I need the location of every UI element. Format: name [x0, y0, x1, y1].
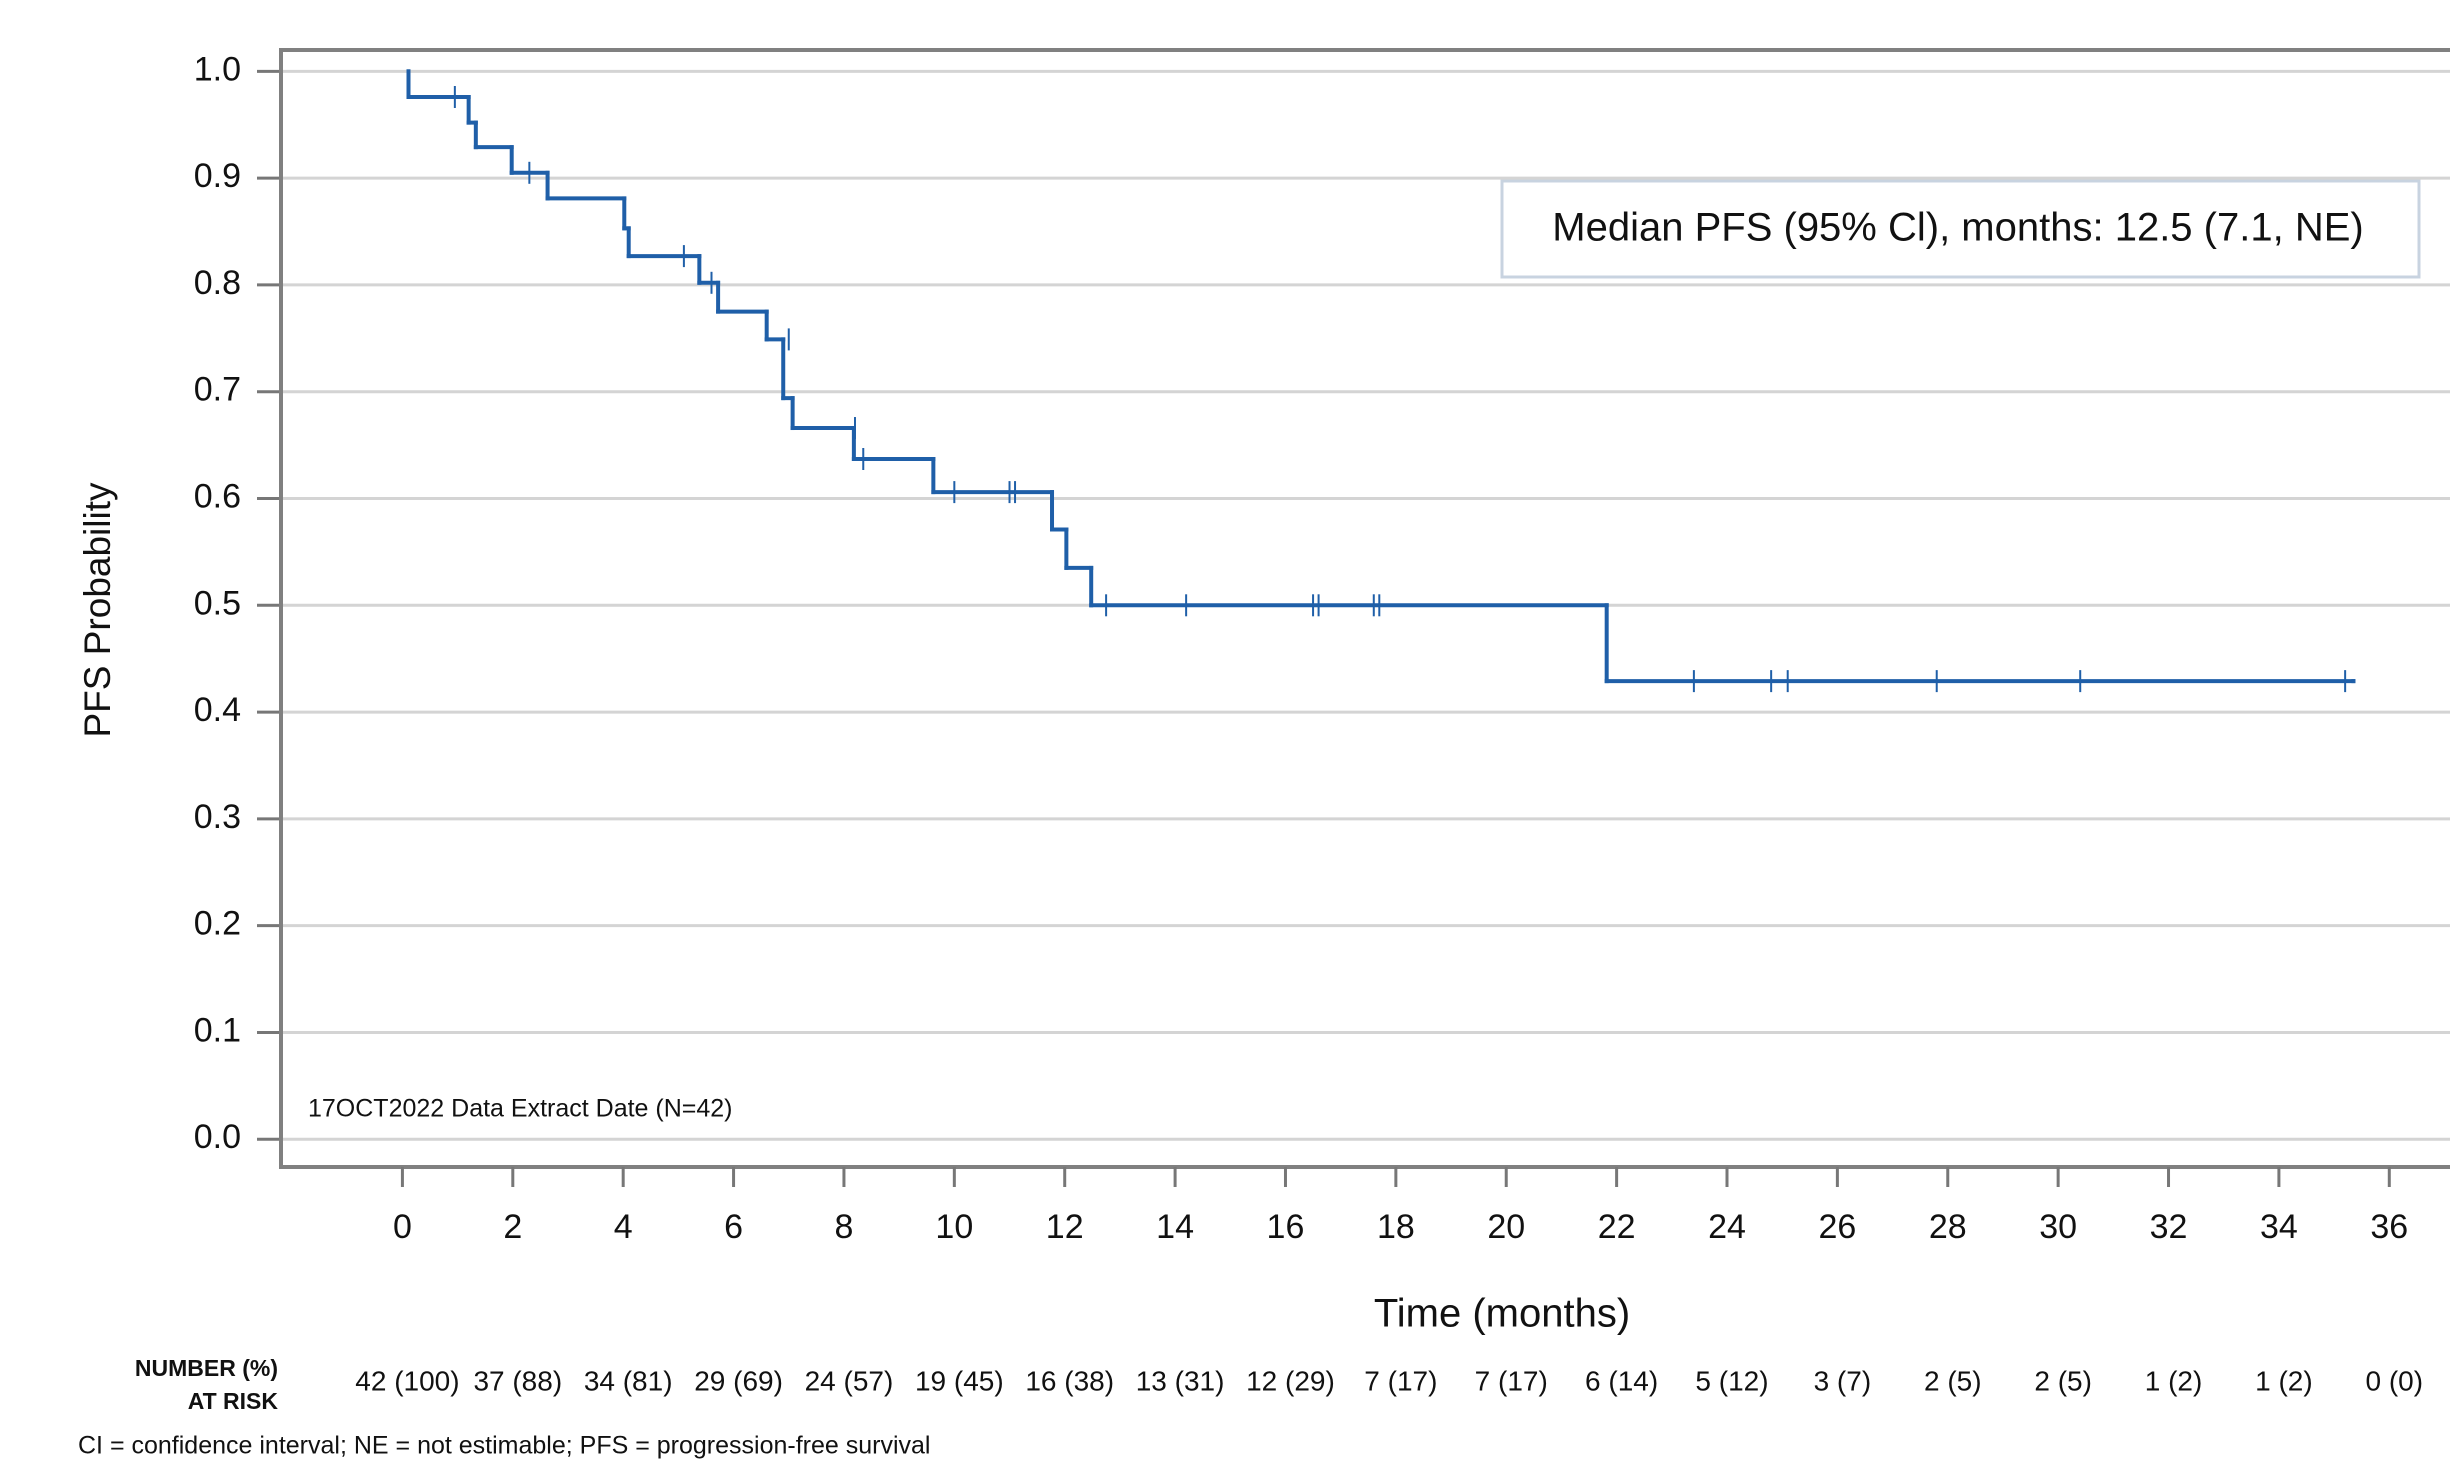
risk-label: AT RISK: [188, 1388, 279, 1414]
risk-label: NUMBER (%): [135, 1355, 278, 1381]
y-axis-label: PFS Probability: [77, 482, 118, 737]
x-tick-label: 0: [393, 1208, 412, 1246]
risk-value: 2 (5): [1924, 1365, 1982, 1396]
x-tick-label: 14: [1156, 1208, 1194, 1246]
risk-value: 37 (88): [473, 1365, 562, 1396]
x-tick-label: 22: [1598, 1208, 1636, 1246]
footnote: CI = confidence interval; NE = not estim…: [78, 1432, 930, 1460]
x-tick-label: 12: [1046, 1208, 1084, 1246]
risk-value: 5 (12): [1695, 1365, 1768, 1396]
x-tick-label: 6: [724, 1208, 743, 1246]
frame: [279, 48, 2450, 1169]
x-tick-label: 28: [1929, 1208, 1967, 1246]
risk-value: 0 (0): [2366, 1365, 2424, 1396]
x-tick-label: 26: [1818, 1208, 1856, 1246]
risk-value: 7 (17): [1364, 1365, 1437, 1396]
x-tick-label: 32: [2150, 1208, 2188, 1246]
risk-value: 24 (57): [805, 1365, 894, 1396]
risk-value: 1 (2): [2255, 1365, 2313, 1396]
note: 17OCT2022 Data Extract Date (N=42): [308, 1095, 733, 1123]
x-tick-label: 2: [503, 1208, 522, 1246]
risk-value: 19 (45): [915, 1365, 1004, 1396]
risk-value: 12 (29): [1246, 1365, 1335, 1396]
x-tick-label: 16: [1267, 1208, 1305, 1246]
x-tick-label: 4: [614, 1208, 633, 1246]
risk-value: 1 (2): [2145, 1365, 2203, 1396]
risk-value: 13 (31): [1136, 1365, 1225, 1396]
risk-value: 2 (5): [2034, 1365, 2092, 1396]
y-tick-label: 0.5: [194, 584, 241, 622]
y-tick-label: 0.1: [194, 1011, 241, 1049]
risk-value: 42 (100): [355, 1365, 459, 1396]
x-tick-label: 20: [1487, 1208, 1525, 1246]
x-tick-label: 36: [2370, 1208, 2408, 1246]
y-tick-label: 1.0: [194, 50, 241, 88]
annotation: Median PFS (95% Cl), months: 12.5 (7.1, …: [1552, 206, 2363, 250]
y-tick-label: 0.6: [194, 477, 241, 515]
risk-value: 16 (38): [1025, 1365, 1114, 1396]
x-tick-label: 8: [834, 1208, 853, 1246]
y-tick-label: 0.3: [194, 798, 241, 836]
y-tick-label: 0.4: [194, 691, 241, 729]
y-tick-label: 0.7: [194, 371, 241, 409]
x-tick-label: 18: [1377, 1208, 1415, 1246]
x-tick-label: 10: [935, 1208, 973, 1246]
y-tick-label: 0.8: [194, 264, 241, 302]
x-tick-label: 34: [2260, 1208, 2298, 1246]
annotation-box: [1500, 179, 2421, 279]
risk-value: 29 (69): [694, 1365, 783, 1396]
y-tick-label: 0.2: [194, 905, 241, 943]
x-axis-label: Time (months): [1374, 1292, 1630, 1336]
risk-value: 6 (14): [1585, 1365, 1658, 1396]
x-tick-label: 30: [2039, 1208, 2077, 1246]
x-tick-label: 24: [1708, 1208, 1746, 1246]
risk-value: 3 (7): [1814, 1365, 1872, 1396]
y-tick-label: 0.9: [194, 157, 241, 195]
risk-value: 34 (81): [584, 1365, 673, 1396]
risk-value: 7 (17): [1475, 1365, 1548, 1396]
y-tick-label: 0.0: [194, 1118, 241, 1156]
